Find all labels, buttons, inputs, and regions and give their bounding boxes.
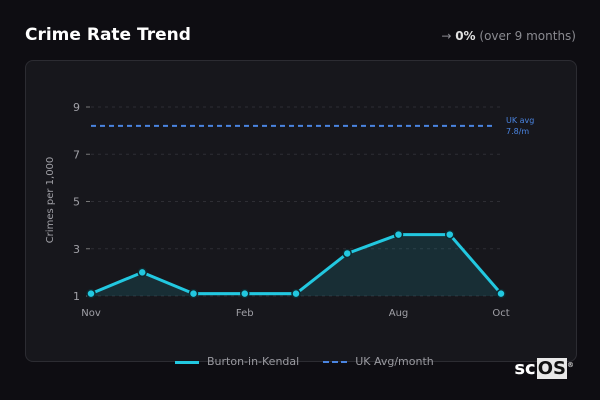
scos-logo: sc OS®	[514, 358, 574, 379]
chart-title: Crime Rate Trend	[25, 25, 191, 45]
data-point	[496, 288, 506, 299]
arrow-right-icon: →	[441, 29, 452, 43]
y-tick-label: 3	[73, 243, 80, 256]
legend-item-uk-avg[interactable]: UK Avg/month	[323, 355, 434, 368]
y-tick-label: 1	[73, 290, 80, 303]
data-point	[291, 288, 301, 299]
legend: Burton-in-Kendal UK Avg/month	[175, 355, 434, 368]
data-point	[188, 288, 199, 299]
y-axis-label: Crimes per 1,000	[45, 157, 56, 244]
y-tick-label: 9	[73, 101, 80, 114]
change-value: 0%	[455, 29, 476, 43]
legend-label: Burton-in-Kendal	[207, 355, 300, 368]
trend-change: → 0% (over 9 months)	[441, 29, 576, 43]
chart-card	[25, 60, 577, 362]
data-point	[393, 229, 404, 240]
data-point	[342, 248, 352, 259]
data-point	[445, 229, 455, 240]
legend-item-series[interactable]: Burton-in-Kendal	[175, 355, 299, 368]
y-tick-label: 7	[73, 148, 80, 161]
x-tick-label: Nov	[81, 308, 101, 319]
data-point	[86, 288, 96, 299]
x-tick-label: Aug	[389, 308, 409, 319]
y-tick-label: 5	[73, 196, 80, 209]
uk-avg-label: UK avg	[506, 116, 534, 125]
x-tick-label: Oct	[492, 308, 509, 319]
legend-label: UK Avg/month	[355, 355, 434, 368]
data-point	[240, 288, 250, 299]
x-tick-label: Feb	[236, 308, 254, 319]
change-period: (over 9 months)	[479, 29, 576, 43]
uk-avg-value: 7.8/m	[506, 127, 529, 136]
data-point	[137, 267, 147, 278]
series-area	[91, 234, 501, 296]
